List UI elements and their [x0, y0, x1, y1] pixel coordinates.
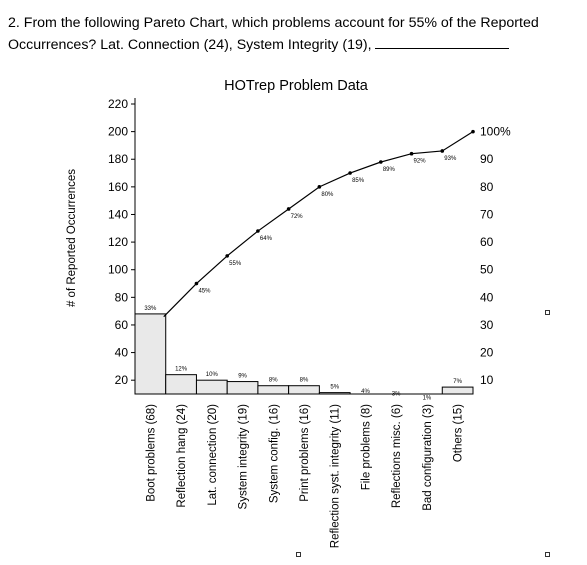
y-tick-label: 120 — [108, 235, 128, 249]
cumulative-point — [225, 254, 229, 258]
y-tick-label: 140 — [108, 207, 128, 221]
cumulative-point — [286, 207, 291, 211]
y-tick-label: 220 — [108, 97, 128, 111]
cumulative-point — [348, 171, 352, 175]
question-line-2-text: Occurrences? Lat. Connection (24), Syste… — [8, 37, 372, 53]
y2-tick-label: 90 — [480, 152, 494, 166]
category-label: Reflection syst. integrity (11) — [330, 404, 342, 548]
cumulative-percent-label: 64% — [260, 236, 273, 242]
bar-percent-label: 8% — [300, 378, 309, 384]
answer-blank[interactable] — [375, 35, 510, 49]
category-label: Others (15) — [453, 404, 465, 462]
bar — [195, 379, 228, 395]
category-label: System integrity (19) — [238, 404, 250, 510]
bar-percent-label: 12% — [175, 367, 188, 373]
y2-tick-label: 10 — [480, 373, 494, 387]
cumulative-percent-label: 55% — [229, 261, 242, 267]
cumulative-percent-label: 85% — [352, 178, 365, 184]
y-tick-label: 200 — [108, 125, 128, 139]
category-label: Bad configuration (3) — [422, 404, 434, 511]
y2-tick-label: 20 — [480, 346, 494, 360]
cumulative-point — [379, 160, 383, 164]
category-label: File problems (8) — [360, 404, 372, 490]
bar — [288, 385, 320, 395]
right-axis: 10 20 30 40 50 60 70 80 90 100% — [480, 125, 511, 388]
y-tick-label: 180 — [108, 152, 128, 166]
bar — [165, 374, 197, 395]
cumulative-point — [194, 281, 199, 286]
y-tick-label: 20 — [115, 373, 129, 387]
bar-percent-label: 5% — [330, 385, 339, 391]
category-label: Reflection hang (24) — [176, 404, 188, 508]
y2-tick-label: 30 — [480, 318, 494, 332]
category-label: Boot problems (68) — [145, 404, 157, 502]
cumulative-percent-label: 80% — [321, 192, 334, 198]
y-tick-label: 40 — [115, 346, 129, 360]
category-label: Reflections misc. (6) — [391, 404, 403, 508]
bar-percent-label: 4% — [361, 389, 370, 395]
cumulative-point — [471, 129, 475, 134]
question-line-1: 2. From the following Pareto Chart, whic… — [8, 15, 539, 31]
question-text: 2. From the following Pareto Chart, whic… — [8, 12, 578, 56]
bar-percent-label: 1% — [423, 396, 432, 402]
y2-tick-label: 70 — [480, 207, 494, 221]
bar-percent-label: 8% — [269, 378, 278, 384]
y2-tick-label: 100% — [480, 125, 511, 139]
y-tick-label: 60 — [115, 318, 129, 332]
question-line-2: Occurrences? Lat. Connection (24), Syste… — [8, 34, 578, 56]
category-label: System config. (16) — [268, 404, 280, 503]
bars-group — [134, 313, 474, 395]
category-label: Lat. connection (20) — [207, 404, 219, 506]
chart-title: HOTrep Problem Data — [224, 78, 369, 94]
cumulative-percent-label: 92% — [414, 159, 427, 165]
bar — [134, 313, 167, 395]
cumulative-point — [317, 185, 322, 189]
cumulative-line-group: 45% 55% 64% 72% 80% 85% 89% 92% 93% — [163, 129, 475, 318]
cumulative-point — [256, 229, 260, 233]
bar — [441, 386, 474, 395]
y-tick-label: 160 — [108, 180, 128, 194]
y2-tick-label: 40 — [480, 290, 494, 304]
y2-tick-label: 60 — [480, 235, 494, 249]
category-label: Print problems (16) — [299, 404, 311, 502]
cumulative-percent-label: 45% — [198, 289, 211, 295]
bar-percent-label: 33% — [144, 306, 157, 312]
bar-percent-labels: 33% 12% 10% 9% 8% 8% 5% 4% 3% 1% 7% — [144, 306, 462, 402]
bar — [257, 385, 290, 395]
resize-handle-bottom[interactable] — [296, 552, 301, 557]
y-tick-label: 80 — [115, 290, 129, 304]
cumulative-point — [409, 151, 414, 156]
cumulative-percent-label: 72% — [291, 214, 304, 220]
y2-tick-label: 80 — [480, 180, 494, 194]
cumulative-percent-label: 93% — [444, 156, 457, 162]
bar — [226, 381, 259, 395]
y-axis-label: # of Reported Occurrences — [66, 169, 78, 307]
bar-percent-label: 9% — [238, 374, 247, 380]
resize-handle-right[interactable] — [545, 310, 550, 315]
y2-tick-label: 50 — [480, 263, 494, 277]
bar-percent-label: 10% — [206, 372, 219, 378]
left-axis: 20 40 60 80 100 120 140 160 180 200 220 — [108, 97, 136, 394]
bar-percent-label: 3% — [392, 392, 401, 398]
cumulative-percent-label: 89% — [383, 167, 396, 173]
bar-percent-label: 7% — [453, 379, 462, 385]
category-labels: Boot problems (68) Reflection hang (24) La… — [145, 404, 464, 548]
resize-handle-corner[interactable] — [545, 552, 550, 557]
cumulative-point — [440, 149, 445, 153]
y-tick-label: 100 — [108, 263, 128, 277]
